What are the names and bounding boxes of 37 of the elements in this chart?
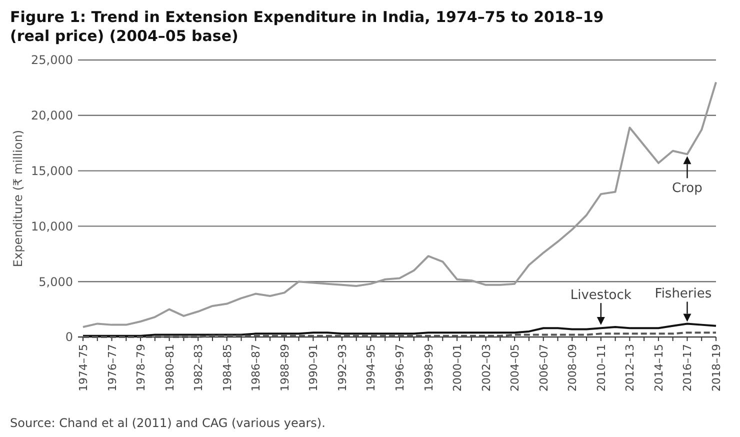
x-tick-label: 2002–03 (480, 344, 493, 392)
x-tick-label: 2008–09 (566, 344, 580, 392)
x-tick-label: 2006–07 (537, 344, 550, 392)
x-tick-label: 1990–91 (307, 344, 320, 392)
line-series (82, 322, 717, 337)
chart-title: Figure 1: Trend in Extension Expenditure in India, 1974–75 to 2018–19 (real price) (2004–05 base) (10, 8, 604, 45)
annotation: Livestock (570, 288, 632, 304)
x-tick-label: 2012–13 (624, 344, 637, 392)
source-note: Source: Chand et al (2011) and CAG (various years). (10, 416, 326, 430)
x-tick-label: 1982–83 (192, 344, 206, 392)
y-tick-label: 5,000 (38, 274, 73, 289)
x-tick-label: 1998–99 (422, 344, 436, 392)
x-tick-label: 1996–97 (394, 344, 406, 392)
x-tick-label: 1992–93 (336, 344, 349, 392)
y-tick-label: 25,000 (31, 53, 73, 68)
line-series (82, 81, 717, 328)
x-tick-label: 1980–81 (163, 344, 176, 392)
x-tick-label: 1978–79 (134, 344, 148, 392)
annotation: Crop (672, 181, 702, 196)
x-tick-label: 2018–19 (710, 344, 723, 392)
y-axis-title: Expenditure (₹ million) (11, 130, 25, 268)
x-tick-label: 1994–95 (364, 344, 378, 392)
y-tick-label: 10,000 (31, 219, 73, 234)
x-tick-label: 2010–11 (594, 344, 608, 392)
x-tick-label: 2000–01 (451, 344, 464, 392)
x-tick-label: 2004–05 (508, 344, 522, 392)
y-tick-label: 0 (65, 330, 73, 344)
x-tick-label: 2016–17 (681, 344, 694, 392)
annotation: Fisheries (654, 286, 712, 302)
x-tick-label: 1976–77 (106, 344, 119, 392)
x-tick-label: 1984–85 (220, 344, 234, 392)
y-tick-label: 20,000 (31, 108, 73, 123)
x-tick-label: 2014–15 (652, 344, 666, 392)
y-tick-label: 15,000 (31, 164, 73, 178)
x-tick-label: 1988–89 (278, 344, 292, 392)
x-tick-label: 1986–87 (250, 344, 263, 392)
x-tick-label: 1974–75 (77, 344, 90, 392)
